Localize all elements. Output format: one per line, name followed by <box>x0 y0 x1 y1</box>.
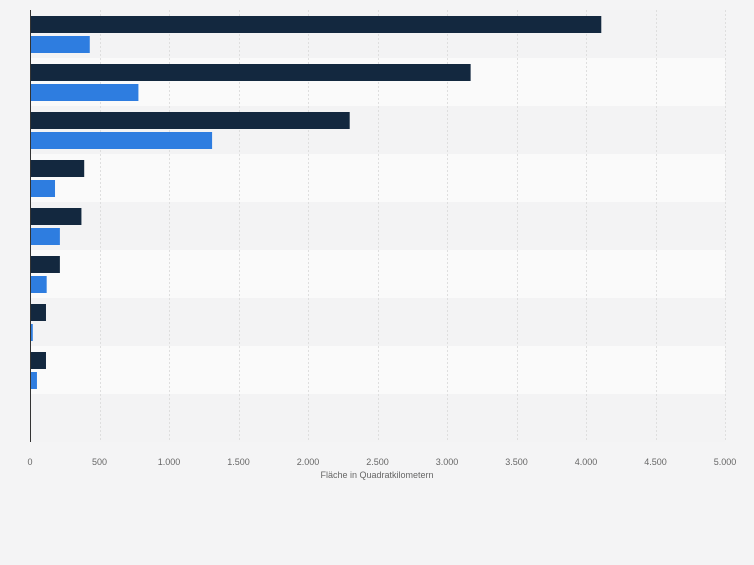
gridlines <box>100 10 726 442</box>
bar <box>30 160 85 177</box>
x-tick-label: 3.000 <box>436 457 459 467</box>
bar <box>30 36 90 53</box>
bar <box>30 324 33 341</box>
x-tick-label: 0 <box>27 457 32 467</box>
x-tick-label: 2.000 <box>297 457 320 467</box>
row-band <box>30 202 725 250</box>
bars <box>30 16 602 389</box>
row-band <box>30 346 725 394</box>
row-bands <box>30 10 725 442</box>
bar <box>30 304 46 321</box>
bar <box>30 372 37 389</box>
x-tick-label: 4.500 <box>644 457 667 467</box>
bar <box>30 132 213 149</box>
bar <box>30 16 602 33</box>
bar <box>30 180 56 197</box>
x-tick-labels: 0 500 1.000 1.500 2.000 2.500 3.000 3.500 4.000 4… <box>27 457 736 467</box>
row-band <box>30 298 725 346</box>
row-band <box>30 250 725 298</box>
x-axis-label: Fläche in Quadratkilometern <box>320 470 433 480</box>
bar <box>30 352 46 369</box>
row-band <box>30 154 725 202</box>
x-tick-label: 3.500 <box>505 457 528 467</box>
x-tick-label: 2.500 <box>366 457 389 467</box>
row-band <box>30 394 725 442</box>
x-tick-label: 5.000 <box>714 457 737 467</box>
x-tick-label: 4.000 <box>575 457 598 467</box>
x-tick-label: 500 <box>92 457 107 467</box>
bar <box>30 276 47 293</box>
bar <box>30 208 82 225</box>
x-tick-label: 1.500 <box>227 457 250 467</box>
x-tick-label: 1.000 <box>158 457 181 467</box>
bar <box>30 112 350 129</box>
bar <box>30 84 139 101</box>
bar <box>30 228 60 245</box>
bar <box>30 64 471 81</box>
bar <box>30 256 60 273</box>
